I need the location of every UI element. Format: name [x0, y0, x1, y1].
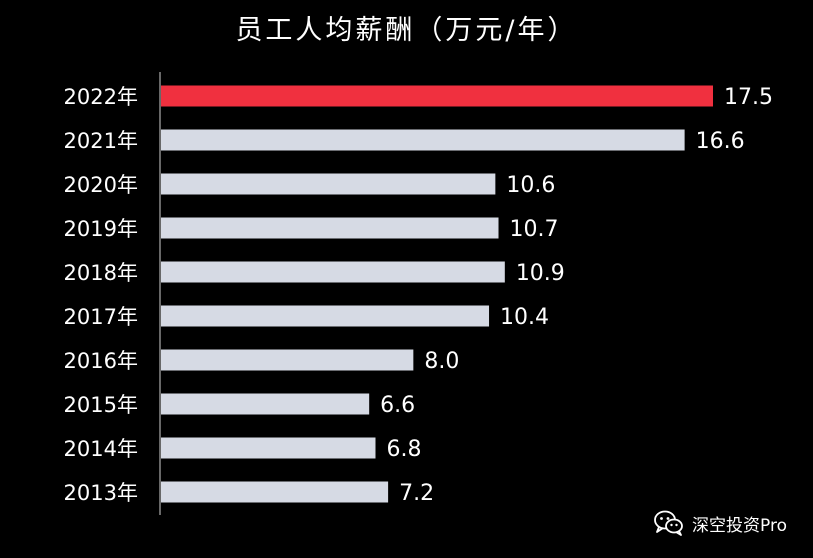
category-label: 2018年 — [64, 261, 138, 285]
bar — [161, 217, 499, 239]
value-label: 17.5 — [724, 85, 773, 110]
bar — [161, 349, 414, 371]
bar — [161, 85, 713, 107]
chart-title: 员工人均薪酬（万元/年） — [235, 15, 578, 46]
category-label: 2022年 — [64, 85, 138, 109]
watermark-text: 深空投资Pro — [692, 515, 787, 536]
bar — [161, 129, 685, 151]
bar — [161, 173, 496, 195]
category-label: 2013年 — [64, 481, 138, 505]
bar — [161, 261, 505, 283]
value-label: 16.6 — [696, 129, 745, 154]
bar — [161, 305, 490, 327]
bar — [161, 437, 376, 459]
value-label: 10.7 — [510, 217, 559, 242]
category-label: 2020年 — [64, 173, 138, 197]
watermark: 深空投资Pro — [654, 510, 787, 536]
value-label: 7.2 — [399, 481, 434, 506]
value-label: 6.8 — [386, 437, 421, 462]
category-label: 2015年 — [64, 393, 138, 417]
value-label: 10.4 — [500, 305, 549, 330]
value-label: 10.6 — [506, 173, 555, 198]
wechat-icon — [654, 510, 684, 536]
value-label: 8.0 — [424, 349, 459, 374]
category-label: 2014年 — [64, 437, 138, 461]
value-label: 10.9 — [516, 261, 565, 286]
bar — [161, 393, 370, 415]
category-label: 2021年 — [64, 129, 138, 153]
category-label: 2016年 — [64, 349, 138, 373]
bar — [161, 481, 389, 503]
value-label: 6.6 — [380, 393, 415, 418]
category-label: 2019年 — [64, 217, 138, 241]
category-label: 2017年 — [64, 305, 138, 329]
